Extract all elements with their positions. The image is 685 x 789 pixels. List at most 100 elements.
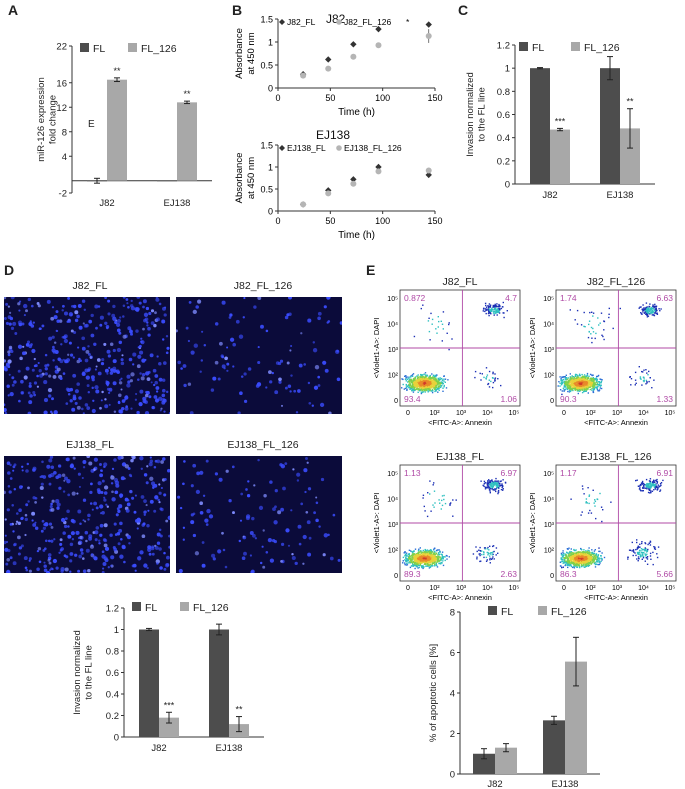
nucleus	[121, 399, 126, 403]
event-dot	[585, 386, 587, 388]
event-dot	[569, 388, 572, 390]
event-dot	[417, 567, 419, 569]
event-dot	[424, 510, 426, 512]
panel-label-e: E	[366, 262, 376, 278]
event-dot	[419, 550, 421, 553]
event-dot	[432, 555, 434, 558]
event-dot	[434, 557, 436, 559]
nucleus	[62, 490, 66, 493]
event-dot	[415, 379, 417, 381]
nucleus	[145, 504, 148, 507]
event-dot	[432, 390, 434, 392]
nucleus	[82, 569, 87, 573]
nucleus	[30, 304, 34, 308]
event-dot	[478, 549, 480, 551]
nucleus	[79, 548, 84, 552]
nucleus	[143, 312, 149, 317]
event-dot	[439, 556, 442, 558]
nucleus	[4, 534, 7, 537]
nucleus	[268, 370, 272, 374]
nucleus	[257, 297, 262, 300]
event-dot	[446, 558, 448, 560]
event-dot	[428, 386, 430, 389]
event-dot	[571, 386, 574, 388]
event-dot	[566, 384, 568, 386]
nucleus	[93, 501, 98, 506]
event-dot	[423, 565, 425, 568]
nucleus	[326, 297, 331, 299]
event-dot	[479, 546, 481, 549]
event-dot	[426, 378, 428, 380]
micrograph-j82-fl126	[176, 297, 342, 414]
nucleus	[336, 377, 341, 382]
event-dot	[571, 380, 573, 383]
event-dot	[421, 389, 423, 391]
nucleus	[116, 532, 121, 536]
event-dot	[404, 551, 406, 553]
nucleus	[168, 534, 170, 538]
event-dot	[403, 388, 405, 390]
nucleus	[195, 305, 199, 309]
event-dot	[600, 380, 603, 383]
nucleus	[69, 552, 74, 556]
legend-label-fl126: FL_126	[193, 602, 229, 614]
nucleus	[66, 479, 71, 484]
event-dot	[413, 389, 415, 392]
quadrant-value: 4.7	[505, 293, 517, 303]
y-tick-label: 16	[56, 78, 67, 89]
event-dot	[431, 551, 434, 553]
event-dot	[413, 382, 415, 385]
event-dot	[599, 322, 601, 324]
event-dot	[406, 554, 408, 556]
nucleus	[271, 371, 274, 375]
event-dot	[480, 560, 482, 562]
nucleus	[64, 517, 68, 520]
event-dot	[420, 391, 423, 393]
event-dot	[653, 305, 655, 307]
event-dot	[488, 379, 490, 381]
legend-marker-fl126	[336, 19, 342, 25]
event-dot	[409, 382, 411, 384]
event-dot	[591, 389, 593, 391]
flow-y-tick-label: 10⁴	[543, 322, 554, 329]
nucleus	[202, 494, 206, 497]
event-dot	[563, 386, 565, 388]
nucleus	[251, 516, 255, 521]
nucleus	[34, 364, 38, 368]
nucleus	[71, 538, 75, 541]
panel-label-d: D	[4, 262, 15, 278]
event-dot	[451, 338, 453, 340]
nucleus	[339, 321, 342, 325]
nucleus	[228, 499, 232, 503]
event-dot	[589, 379, 591, 381]
event-dot	[415, 560, 417, 562]
nucleus	[128, 357, 133, 362]
event-dot	[424, 385, 426, 387]
event-dot	[439, 551, 441, 553]
legend-marker-fl	[279, 19, 285, 25]
event-dot	[634, 384, 636, 386]
nucleus	[272, 507, 276, 511]
event-dot	[603, 329, 605, 331]
nucleus	[78, 485, 81, 488]
nucleus	[146, 465, 149, 468]
point-j82-fl	[425, 21, 432, 28]
nucleus	[153, 395, 158, 399]
event-dot	[443, 494, 445, 497]
event-dot	[560, 378, 562, 380]
nucleus	[60, 567, 65, 572]
nucleus	[158, 528, 162, 532]
nucleus	[163, 493, 167, 497]
nucleus	[327, 533, 330, 537]
nucleus	[143, 473, 148, 477]
nucleus	[203, 343, 207, 347]
event-dot	[597, 385, 599, 388]
nucleus	[82, 322, 85, 325]
event-dot	[420, 562, 422, 564]
nucleus	[87, 368, 91, 372]
event-dot	[416, 564, 419, 566]
event-dot	[440, 559, 442, 561]
nucleus	[232, 365, 235, 368]
event-dot	[435, 390, 437, 392]
